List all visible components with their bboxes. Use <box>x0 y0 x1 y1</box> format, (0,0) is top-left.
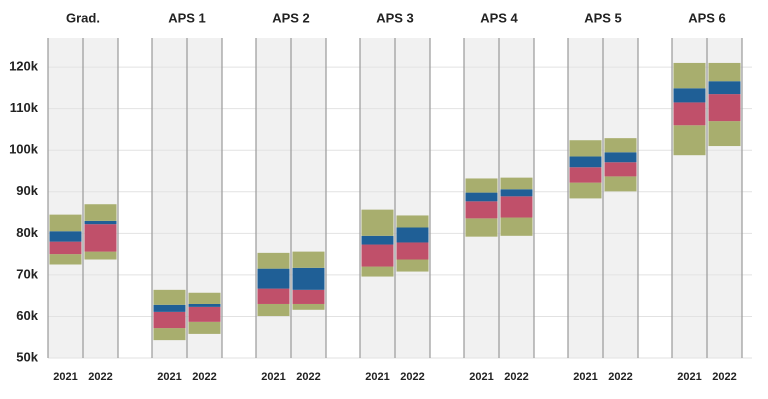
bar-segment <box>257 288 290 304</box>
bar-segment <box>673 88 706 103</box>
bar-segment <box>188 306 221 322</box>
bar-segment <box>569 140 602 157</box>
column-bg <box>48 38 83 358</box>
x-tick-label: 2021 <box>365 371 389 383</box>
bar-segment <box>84 204 117 221</box>
bar-segment <box>500 217 533 236</box>
group-label: APS 5 <box>584 10 622 25</box>
bar-segment <box>292 303 325 310</box>
bar-segment <box>396 227 429 243</box>
group-label: APS 3 <box>376 10 414 25</box>
group-label: APS 2 <box>272 10 310 25</box>
y-tick-label: 70k <box>16 266 38 281</box>
y-tick-label: 110k <box>10 100 39 115</box>
bar-segment <box>49 214 82 232</box>
bar-segment <box>604 152 637 163</box>
y-tick-label: 120k <box>9 59 39 74</box>
group-label: APS 4 <box>480 10 518 25</box>
column-bg <box>395 38 430 358</box>
bar-segment <box>188 321 221 334</box>
group-label: APS 1 <box>168 10 206 25</box>
bar-segment <box>465 218 498 237</box>
bar-segment <box>569 182 602 199</box>
bar-segment <box>292 267 325 290</box>
column-bg <box>291 38 326 358</box>
bar-segment <box>673 62 706 89</box>
bar-segment <box>257 303 290 317</box>
bar-segment <box>465 192 498 202</box>
bar-segment <box>569 156 602 168</box>
bar-segment <box>153 311 186 329</box>
column-bg <box>360 38 395 358</box>
x-tick-label: 2022 <box>400 371 424 383</box>
bar-segment <box>604 162 637 177</box>
x-tick-label: 2021 <box>261 371 285 383</box>
y-tick-label: 100k <box>9 142 39 157</box>
x-tick-label: 2022 <box>88 371 112 383</box>
bar-segment <box>49 231 82 242</box>
x-tick-label: 2022 <box>504 371 528 383</box>
x-tick-label: 2022 <box>712 371 736 383</box>
bar-segment <box>361 209 394 236</box>
bar-segment <box>49 241 82 255</box>
column-bg <box>603 38 638 358</box>
bar-segment <box>708 81 741 95</box>
bar-segment <box>361 244 394 267</box>
y-tick-label: 80k <box>16 225 38 240</box>
bar-segment <box>153 304 186 312</box>
bar-segment <box>84 224 117 252</box>
bar-segment <box>396 259 429 272</box>
column-bg <box>83 38 118 358</box>
x-tick-label: 2021 <box>53 371 77 383</box>
bar-segment <box>708 62 741 82</box>
x-tick-label: 2021 <box>469 371 493 383</box>
bar-segment <box>257 268 290 289</box>
bar-segment <box>84 220 117 225</box>
bar-segment <box>292 251 325 268</box>
x-tick-label: 2021 <box>573 371 597 383</box>
bar-segment <box>569 167 602 183</box>
bar-segment <box>673 125 706 156</box>
y-tick-label: 50k <box>16 349 38 364</box>
bar-segment <box>500 189 533 197</box>
bar-segment <box>500 196 533 218</box>
bar-segment <box>361 266 394 277</box>
x-tick-label: 2022 <box>608 371 632 383</box>
bar-segment <box>604 176 637 192</box>
x-tick-label: 2021 <box>677 371 701 383</box>
bar-segment <box>465 178 498 193</box>
y-tick-label: 90k <box>16 183 38 198</box>
bar-segment <box>396 242 429 260</box>
bar-segment <box>188 292 221 304</box>
group-label: Grad. <box>66 10 100 25</box>
bar-segment <box>292 289 325 304</box>
bar-segment <box>361 235 394 245</box>
bar-segment <box>708 94 741 122</box>
y-tick-label: 60k <box>16 308 38 323</box>
x-tick-label: 2022 <box>296 371 320 383</box>
bar-segment <box>153 328 186 341</box>
x-tick-label: 2022 <box>192 371 216 383</box>
bar-segment <box>188 303 221 307</box>
bar-segment <box>84 251 117 260</box>
bar-segment <box>500 177 533 190</box>
x-tick-label: 2021 <box>157 371 181 383</box>
bar-segment <box>673 102 706 126</box>
group-label: APS 6 <box>688 10 726 25</box>
bar-segment <box>465 201 498 219</box>
bar-segment <box>153 289 186 305</box>
bar-segment <box>396 215 429 228</box>
bar-segment <box>49 254 82 265</box>
bar-segment <box>708 121 741 147</box>
bar-segment <box>257 252 290 269</box>
bar-segment <box>604 138 637 153</box>
